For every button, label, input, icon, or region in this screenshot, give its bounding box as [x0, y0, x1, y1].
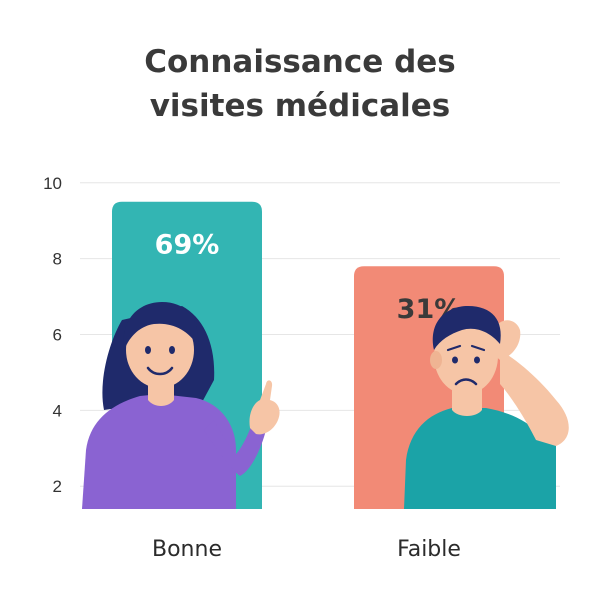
man-eye-right: [474, 356, 480, 364]
man-ear: [430, 351, 442, 369]
category-label-faible: Faible: [397, 537, 461, 562]
man-hair: [432, 306, 501, 350]
chart-title: Connaissance des visites médicales: [0, 40, 600, 128]
y-tick-label-4: 10: [43, 174, 62, 193]
y-tick-label-2: 6: [53, 326, 62, 345]
y-tick-label-3: 8: [53, 250, 62, 269]
woman-sweater: [82, 394, 236, 509]
man-neck: [452, 386, 482, 416]
woman-hand: [249, 380, 280, 435]
y-tick-label-1: 4: [53, 401, 62, 420]
man-arm: [500, 350, 569, 446]
woman-arm: [204, 420, 266, 476]
chart-title-line-2: visites médicales: [149, 88, 451, 124]
woman-eye-left: [145, 346, 151, 354]
data-label-bonne: 69%: [155, 230, 220, 261]
y-axis-ticks: 2 4 6 8 10: [43, 174, 62, 496]
man-brows: [446, 344, 486, 352]
man-shirt: [404, 408, 556, 509]
man-scratching-head-illustration: [404, 306, 569, 509]
woman-eye-right: [169, 346, 175, 354]
chart-title-line-1: Connaissance des: [144, 44, 456, 80]
woman-face: [126, 312, 194, 388]
x-axis-labels: Bonne Faible: [152, 537, 461, 562]
man-face: [434, 318, 498, 394]
category-label-bonne: Bonne: [152, 537, 222, 562]
woman-pointing-illustration: [82, 302, 280, 509]
man-frown: [454, 378, 478, 386]
y-tick-label-0: 2: [53, 477, 62, 496]
man-eye-left: [452, 356, 458, 364]
woman-hair-front: [123, 302, 199, 350]
woman-smile: [146, 366, 174, 376]
